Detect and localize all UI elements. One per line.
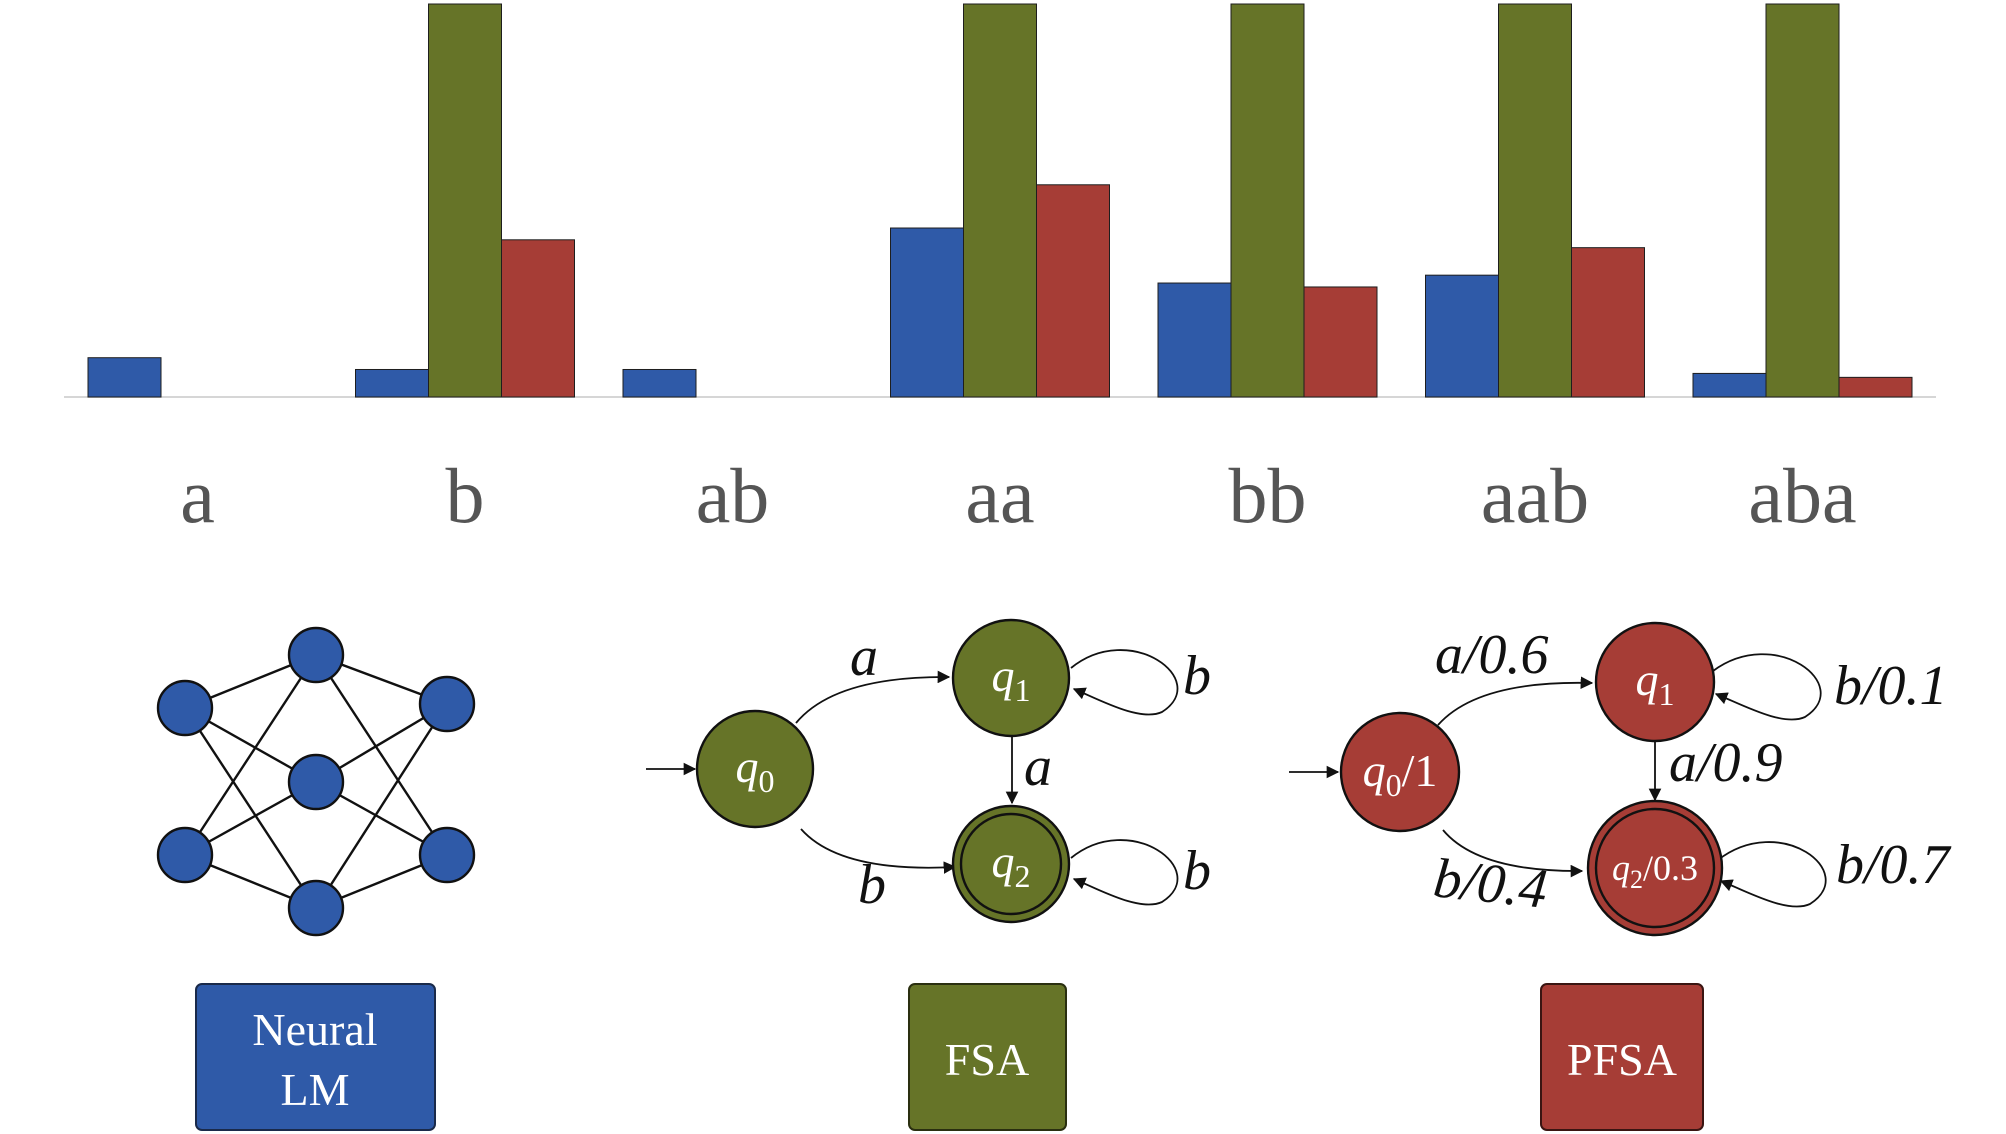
bar-pfsa-bb <box>1303 286 1378 398</box>
pfsa-q2-label: q2/0.3 <box>1612 848 1698 894</box>
fsa-state-q0 <box>695 709 815 829</box>
input-neuron <box>156 679 214 737</box>
bar-neural-b <box>355 368 429 398</box>
pfsa-edge-label-q2-loop: b/0.7 <box>1836 834 1952 896</box>
bar-neural-a <box>87 357 162 398</box>
pfsa-edge-label-q0-q1: a/0.6 <box>1435 624 1549 686</box>
fsa-edge-label-q1-q2: a <box>1024 736 1052 798</box>
pfsa-edge-q0-q2 <box>1442 829 1584 878</box>
category-label-bb: bb <box>1229 452 1307 539</box>
pfsa-edge-label-q0-q2: b/0.4 <box>1431 847 1550 921</box>
pfsa-box <box>1540 983 1704 1131</box>
fsa-edge-q0-q1 <box>795 670 951 724</box>
pfsa-edge-q0-q1 <box>1437 676 1594 726</box>
pfsa-q0-label: q0/1 <box>1363 745 1438 803</box>
fsa-edges <box>646 649 1179 906</box>
neural-lm-box <box>195 983 436 1131</box>
neural-lm-label-line1: Neural <box>252 1004 377 1055</box>
fsa-state-q1 <box>951 618 1071 738</box>
category-label-aa: aa <box>965 452 1034 539</box>
category-label-aba: aba <box>1748 452 1856 539</box>
neural-lm-diagram: Neural LM <box>156 626 476 1131</box>
pfsa-edges <box>1289 653 1827 908</box>
category-label-ab: ab <box>696 452 770 539</box>
category-label-aab: aab <box>1481 452 1589 539</box>
fsa-q1-label: q1 <box>992 650 1031 708</box>
fsa-q2-label: q2 <box>992 836 1031 894</box>
fsa-edge-label-q1-loop: b <box>1183 645 1211 707</box>
hidden-neuron <box>287 879 345 937</box>
fsa-state-q2-outer <box>951 804 1071 924</box>
fsa-box <box>908 983 1067 1131</box>
fsa-diagram: q0 q1 q2 a b a b b FSA <box>646 618 1211 1131</box>
fsa-state-q2-inner <box>959 812 1063 916</box>
neural-network-icon <box>156 626 476 937</box>
network-nodes <box>156 626 476 937</box>
bar-pfsa-b <box>501 239 575 398</box>
bar-fsa-aa <box>963 3 1037 398</box>
bar-neural-aa <box>890 227 964 398</box>
pfsa-state-q2-inner <box>1594 807 1716 929</box>
bar-fsa-bb <box>1230 3 1305 398</box>
fsa-edge-label-q2-loop: b <box>1183 840 1211 902</box>
bar-pfsa-aa <box>1036 184 1110 398</box>
pfsa-states <box>1339 621 1724 937</box>
hidden-neuron <box>287 753 345 811</box>
fsa-states <box>695 618 1071 924</box>
pfsa-diagram: q0/1 q1 q2/0.3 a/0.6 b/0.4 a/0.9 b/0.1 b… <box>1289 621 1952 1131</box>
pfsa-edge-label-q1-q2: a/0.9 <box>1669 732 1783 794</box>
pfsa-loop-q1 <box>1712 653 1822 721</box>
bar-fsa-aba <box>1765 3 1840 398</box>
bar-neural-bb <box>1157 282 1232 398</box>
bar-neural-aba <box>1692 372 1767 398</box>
category-label-b: b <box>446 452 485 539</box>
fsa-edge-label-q0-q1: a <box>850 626 878 688</box>
pfsa-state-q2-outer <box>1586 799 1724 937</box>
bar-pfsa-aba <box>1838 376 1913 398</box>
pfsa-q1-label: q1 <box>1636 654 1675 712</box>
pfsa-edge-label-q1-loop: b/0.1 <box>1834 655 1948 717</box>
pfsa-box-label: PFSA <box>1567 1034 1677 1085</box>
pfsa-state-q1 <box>1594 621 1716 743</box>
bars-group <box>87 3 1913 398</box>
bar-neural-ab <box>622 368 697 398</box>
pfsa-state-q0 <box>1339 711 1461 833</box>
bar-chart: a b ab aa bb aab aba <box>64 3 1936 539</box>
bar-pfsa-aab <box>1571 247 1645 398</box>
fsa-box-label: FSA <box>945 1034 1029 1085</box>
bar-fsa-aab <box>1498 3 1572 398</box>
category-label-a: a <box>180 452 215 539</box>
output-neuron <box>418 675 476 733</box>
input-neuron <box>156 826 214 884</box>
category-labels: a b ab aa bb aab aba <box>180 452 1856 539</box>
neural-lm-label-line2: LM <box>281 1064 350 1115</box>
fsa-loop-q2 <box>1070 839 1179 906</box>
pfsa-loop-q2 <box>1717 841 1827 908</box>
output-neuron <box>418 826 476 884</box>
fsa-edge-q0-q2 <box>800 828 957 874</box>
bar-neural-aab <box>1425 274 1499 398</box>
hidden-neuron <box>287 626 345 684</box>
fsa-loop-q1 <box>1070 649 1179 716</box>
bar-fsa-b <box>428 3 502 398</box>
fsa-q0-label: q0 <box>736 741 775 799</box>
fsa-edge-label-q0-q2: b <box>858 854 886 916</box>
